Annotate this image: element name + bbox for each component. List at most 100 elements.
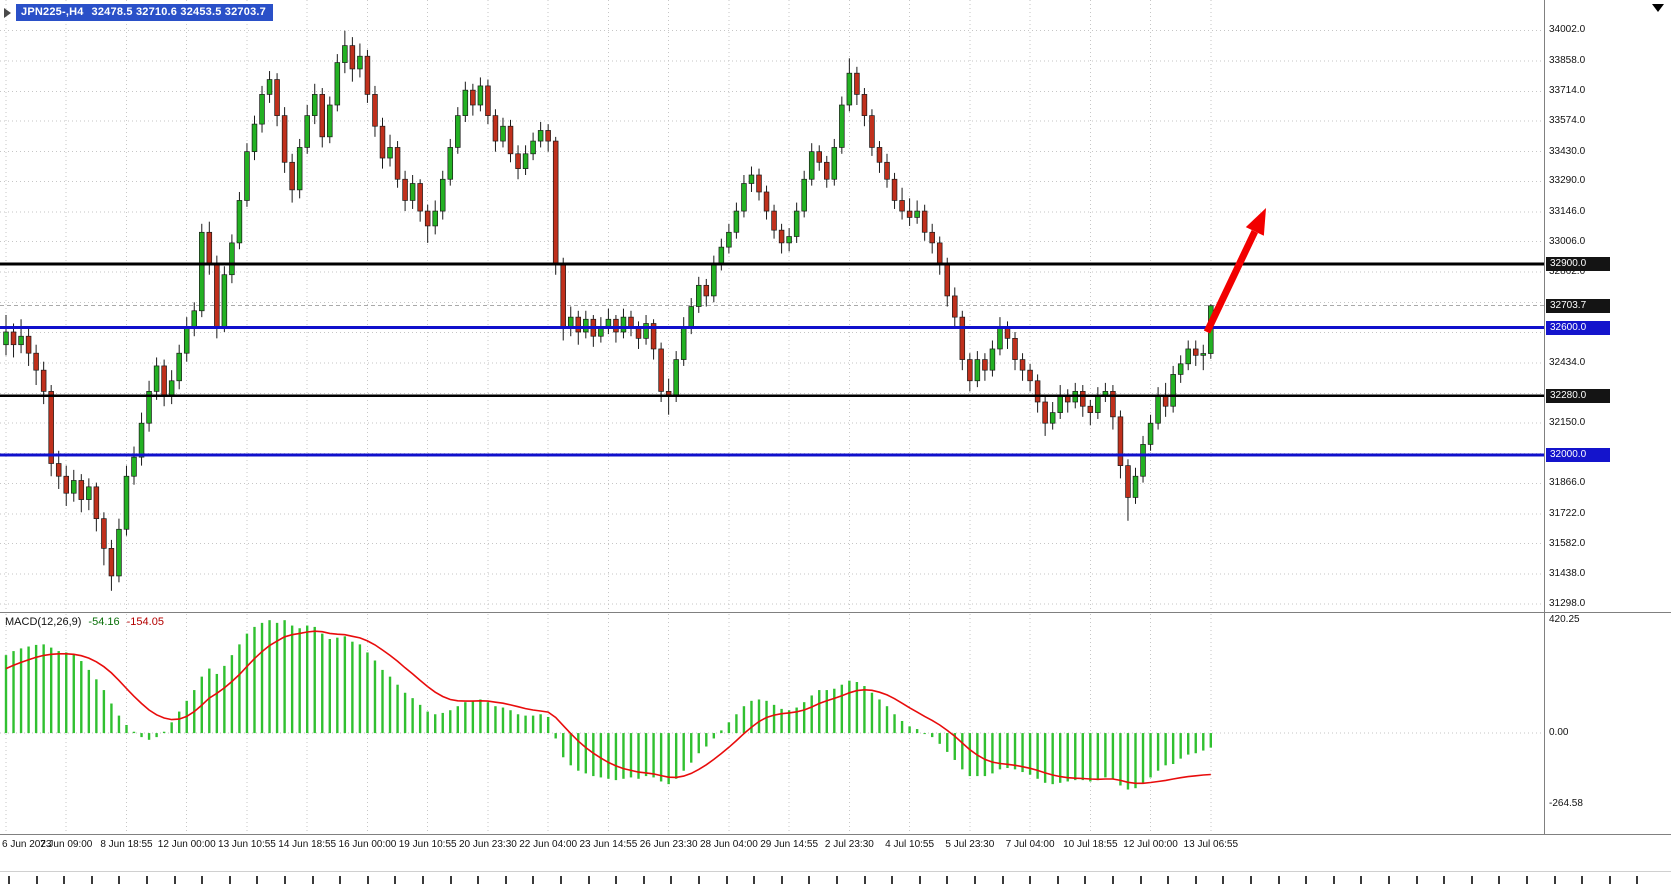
ruler-tick	[1029, 876, 1032, 884]
ruler-tick	[1553, 876, 1556, 884]
ruler-tick	[201, 876, 204, 884]
ruler-tick	[35, 876, 38, 884]
time-axis-label: 7 Jul 04:00	[1005, 839, 1055, 850]
time-axis-label: 12 Jul 00:00	[1123, 839, 1178, 850]
time-axis-label: 2 Jul 23:30	[824, 839, 874, 850]
price-axis-label: 34002.0	[1549, 24, 1586, 36]
ruler-tick	[8, 876, 10, 884]
ruler-tick	[63, 876, 66, 884]
time-axis-label: 7 Jun 09:00	[40, 839, 93, 850]
ruler-tick	[339, 876, 342, 884]
ruler-tick	[753, 876, 756, 884]
ruler-tick	[836, 876, 838, 884]
time-axis-label: 22 Jun 04:00	[519, 839, 578, 850]
ruler-tick	[725, 876, 728, 884]
time-axis-label: 5 Jul 23:30	[945, 839, 995, 850]
ruler-tick	[532, 876, 535, 884]
indicator-axis-label: 0.00	[1549, 727, 1569, 739]
ruler-tick	[587, 876, 590, 884]
ruler-tick	[1001, 876, 1004, 884]
time-axis-label: 12 Jun 00:00	[157, 839, 216, 850]
ruler-tick	[1084, 876, 1087, 884]
ruler-tick	[1388, 876, 1390, 884]
indicator-signal-value: -154.05	[126, 616, 164, 628]
time-axis-label: 13 Jul 06:55	[1183, 839, 1239, 850]
price-axis-label: 33574.0	[1549, 115, 1586, 127]
price-axis-label: 31438.0	[1549, 568, 1586, 580]
ruler-tick	[1581, 876, 1584, 884]
price-axis-label: 33290.0	[1549, 175, 1586, 187]
price-tag: 32280.0	[1546, 388, 1610, 403]
ruler-tick	[1636, 876, 1639, 884]
ruler-tick	[1498, 876, 1501, 884]
price-tag: 32900.0	[1546, 257, 1610, 272]
price-axis-label: 32862.0	[1549, 266, 1586, 278]
ruler-tick	[1332, 876, 1335, 884]
ruler-tick	[146, 876, 148, 884]
indicator-name: MACD(12,26,9)	[5, 616, 82, 628]
ruler-tick	[1360, 876, 1363, 884]
price-tag: 32600.0	[1546, 320, 1610, 335]
price-axis-label: 31722.0	[1549, 507, 1586, 519]
ruler-tick	[1056, 876, 1059, 884]
chart-title-text: JPN225-,H4 32478.5 32710.6 32453.5 32703.…	[16, 4, 273, 21]
ruler-tick	[284, 876, 286, 884]
ruler-tick	[118, 876, 121, 884]
ruler-tick	[1470, 876, 1473, 884]
ruler-tick	[642, 876, 645, 884]
time-axis-label: 23 Jun 14:55	[579, 839, 638, 850]
ruler-tick	[808, 876, 811, 884]
ruler-tick	[780, 876, 783, 884]
price-axis-label: 31582.0	[1549, 537, 1586, 549]
indicator-axis-label: -264.58	[1549, 798, 1583, 810]
price-axis-label: 33146.0	[1549, 205, 1586, 217]
ruler-tick	[946, 876, 949, 884]
ruler-tick	[698, 876, 700, 884]
indicator-macd-value: -54.16	[88, 616, 120, 628]
time-axis-label: 8 Jun 18:55	[100, 839, 153, 850]
ruler-tick	[918, 876, 921, 884]
indicator-axis-label: 420.25	[1549, 614, 1580, 626]
price-axis-label: 31298.0	[1549, 597, 1586, 609]
time-axis-label: 6 Jun 2023	[2, 839, 52, 850]
one-click-trading-icon[interactable]	[4, 7, 11, 18]
ruler-tick	[311, 876, 314, 884]
ruler-tick	[228, 876, 231, 884]
price-axis-label: 31866.0	[1549, 477, 1586, 489]
ruler-tick	[1443, 876, 1446, 884]
ruler-tick	[891, 876, 894, 884]
ruler-tick	[173, 876, 176, 884]
price-axis-label: 33714.0	[1549, 85, 1586, 97]
time-axis-label: 20 Jun 23:30	[458, 839, 517, 850]
time-axis-label: 29 Jun 14:55	[760, 839, 819, 850]
ruler-tick	[1194, 876, 1197, 884]
ruler-tick	[1277, 876, 1280, 884]
ruler-tick	[1526, 876, 1528, 884]
chart-title: JPN225-,H4 32478.5 32710.6 32453.5 32703.…	[4, 4, 273, 21]
time-axis-label: 13 Jun 10:55	[218, 839, 276, 850]
scroll-to-end-icon[interactable]	[1652, 4, 1664, 12]
ohlc-values-label: 32478.5 32710.6 32453.5 32703.7	[91, 6, 266, 18]
time-axis-label: 4 Jul 10:55	[885, 839, 935, 850]
time-axis-label: 19 Jun 10:55	[398, 839, 457, 850]
ruler-tick	[1250, 876, 1252, 884]
ruler-tick	[1305, 876, 1308, 884]
price-tag: 32000.0	[1546, 448, 1610, 463]
ruler-tick	[256, 876, 259, 884]
price-tag: 32703.7	[1546, 298, 1610, 313]
ruler-tick	[1222, 876, 1225, 884]
price-axis-label: 32150.0	[1549, 417, 1586, 429]
time-axis-label: 10 Jul 18:55	[1063, 839, 1118, 850]
ruler-tick	[560, 876, 562, 884]
ruler-tick	[615, 876, 618, 884]
ruler-tick	[394, 876, 397, 884]
ruler-tick	[366, 876, 369, 884]
ruler-tick	[449, 876, 452, 884]
price-axis-label: 33430.0	[1549, 145, 1586, 157]
ruler-tick	[477, 876, 480, 884]
ruler-tick	[504, 876, 507, 884]
price-axis-label: 33006.0	[1549, 235, 1586, 247]
price-axis-label: 32434.0	[1549, 356, 1586, 368]
